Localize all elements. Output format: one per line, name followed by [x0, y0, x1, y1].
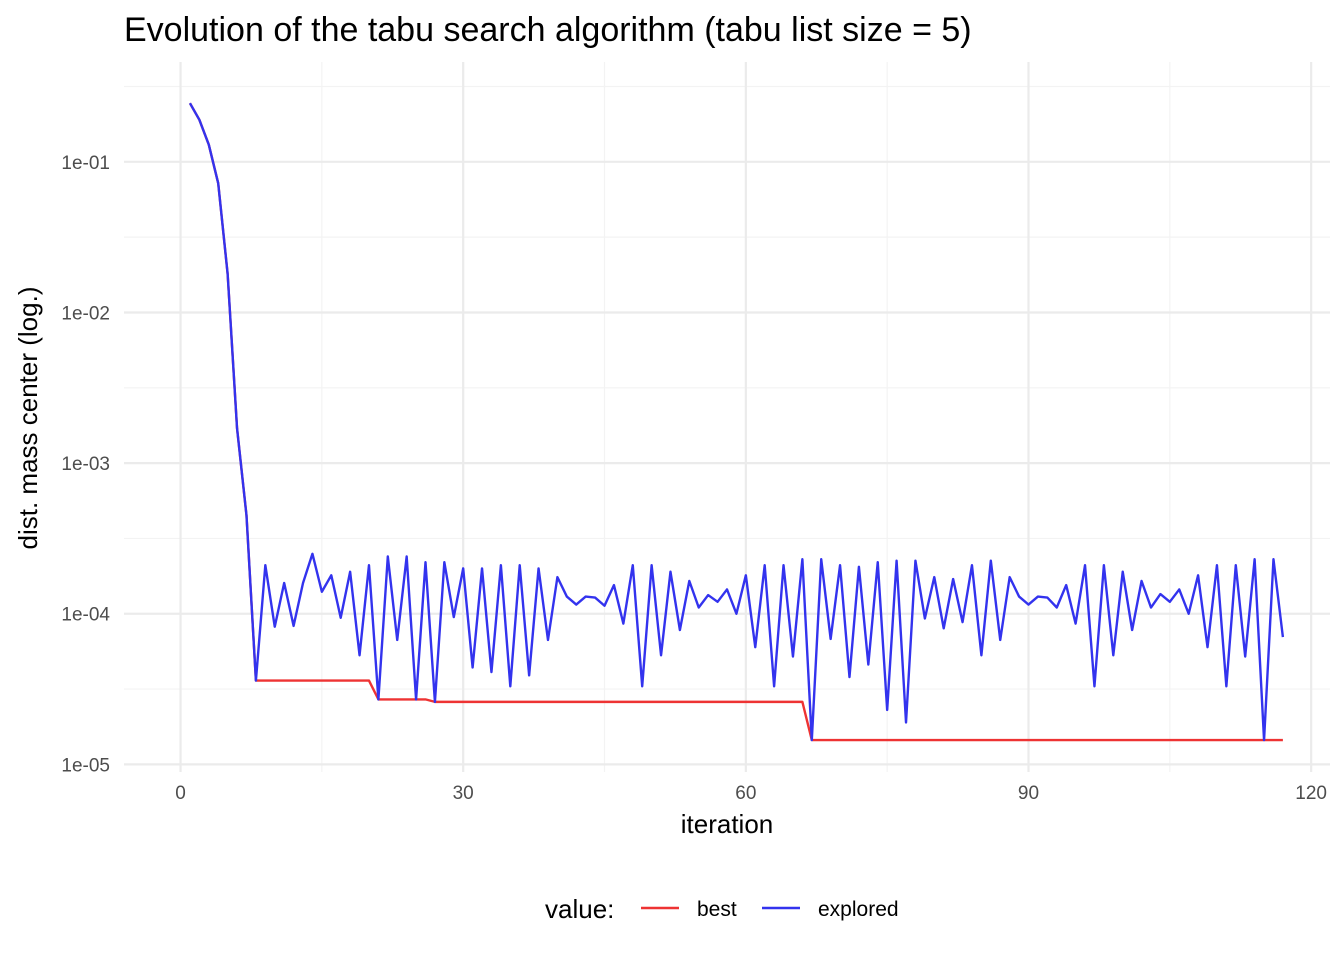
- legend-label-explored: explored: [818, 898, 899, 921]
- x-tick-label: 60: [735, 783, 756, 804]
- y-tick-label: 1e-04: [61, 605, 110, 626]
- legend: value: best explored: [545, 894, 899, 924]
- legend-items: best explored: [641, 898, 899, 921]
- y-tick-label: 1e-05: [61, 755, 110, 776]
- series-line-explored: [188, 102, 1285, 742]
- major-gridlines: [124, 62, 1330, 772]
- x-axis-title: iteration: [681, 809, 774, 839]
- minor-gridlines: [124, 62, 1330, 772]
- legend-label-best: best: [697, 898, 737, 921]
- x-tick-label: 0: [175, 783, 186, 804]
- chart-title: Evolution of the tabu search algorithm (…: [124, 11, 972, 49]
- y-tick-label: 1e-02: [61, 303, 110, 324]
- y-tick-label: 1e-01: [61, 153, 110, 174]
- y-axis-title: dist. mass center (log.): [13, 287, 43, 550]
- legend-title: value:: [545, 894, 614, 924]
- x-tick-label: 30: [453, 783, 474, 804]
- x-axis-tick-labels: 0 30 60 90 120: [175, 783, 1327, 804]
- y-axis-tick-labels: 1e-05 1e-04 1e-03 1e-02 1e-01: [61, 153, 110, 777]
- series-layer: [188, 102, 1285, 742]
- series-line-best: [188, 102, 1283, 742]
- y-tick-label: 1e-03: [61, 454, 110, 475]
- x-tick-label: 120: [1295, 783, 1327, 804]
- x-tick-label: 90: [1018, 783, 1039, 804]
